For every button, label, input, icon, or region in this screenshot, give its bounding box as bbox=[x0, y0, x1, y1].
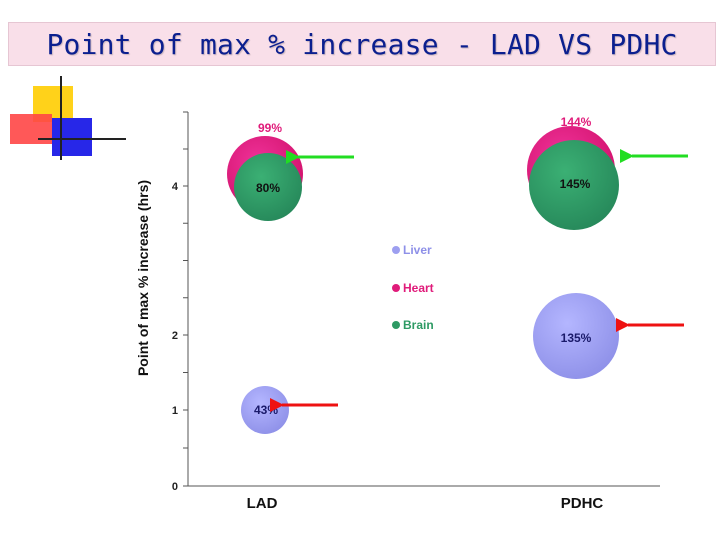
y-tick-label: 0 bbox=[172, 481, 178, 493]
label-lad-brain: 80% bbox=[256, 181, 280, 195]
bubble-pdhc-brain bbox=[529, 140, 619, 230]
legend-label-liver: Liver bbox=[403, 243, 432, 257]
y-tick-label: 2 bbox=[172, 330, 178, 342]
legend-marker-heart bbox=[392, 284, 400, 292]
y-tick-label: 1 bbox=[172, 405, 178, 417]
legend-label-brain: Brain bbox=[403, 318, 434, 332]
x-tick-label-lad: LAD bbox=[247, 495, 278, 512]
x-tick-label-pdhc: PDHC bbox=[561, 495, 604, 512]
y-axis-label: Point of max % increase (hrs) bbox=[135, 180, 151, 376]
y-tick-label: 4 bbox=[172, 181, 179, 193]
label-lad-heart: 99% bbox=[258, 121, 282, 135]
decorative-logo bbox=[10, 76, 126, 160]
major-ticks: 0 1 2 4 bbox=[172, 181, 179, 493]
bubble-lad-brain bbox=[234, 153, 302, 221]
bubble-pdhc-liver bbox=[533, 293, 619, 379]
legend-marker-brain bbox=[392, 321, 400, 329]
label-pdhc-brain: 145% bbox=[560, 177, 591, 191]
legend-label-heart: Heart bbox=[403, 281, 434, 295]
legend-marker-liver bbox=[392, 246, 400, 254]
legend: Liver Heart Brain bbox=[392, 243, 434, 332]
label-lad-liver: 43% bbox=[254, 403, 278, 417]
deco-blue-square bbox=[52, 118, 92, 156]
minor-ticks bbox=[183, 111, 188, 487]
label-pdhc-heart: 144% bbox=[561, 115, 592, 129]
label-pdhc-liver: 135% bbox=[561, 331, 592, 345]
slide-title: Point of max % increase - LAD VS PDHC bbox=[46, 28, 678, 61]
title-bar: Point of max % increase - LAD VS PDHC bbox=[8, 22, 716, 66]
